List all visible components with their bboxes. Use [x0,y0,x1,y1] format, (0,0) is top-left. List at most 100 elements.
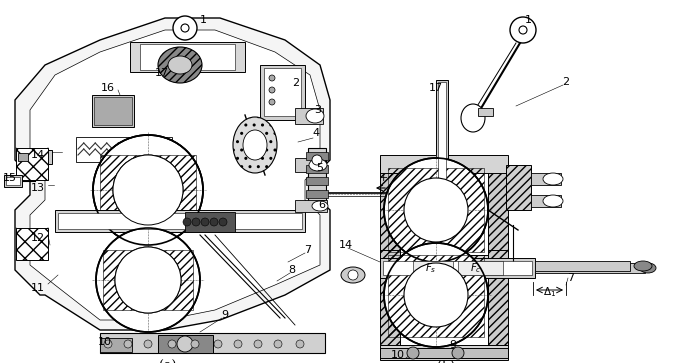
Text: 16: 16 [101,83,115,93]
Circle shape [269,99,275,105]
Circle shape [510,17,536,43]
Bar [260,65,305,120]
Ellipse shape [312,201,328,211]
Bar [140,44,235,70]
Text: 2: 2 [562,77,569,87]
Ellipse shape [461,104,485,132]
Bar [100,155,196,225]
Bar [264,68,301,116]
Circle shape [96,228,200,332]
Bar [295,108,323,124]
Text: 1: 1 [199,15,206,25]
Text: (b): (b) [437,360,455,363]
Ellipse shape [341,267,365,283]
Circle shape [113,155,183,225]
Bar [436,80,448,215]
Circle shape [404,263,468,327]
Bar [16,148,48,180]
Bar [488,250,508,345]
Circle shape [113,155,183,225]
Ellipse shape [640,263,656,273]
Text: 12: 12 [31,233,45,243]
Bar [506,165,531,210]
Circle shape [181,24,189,32]
Text: 7: 7 [304,245,312,255]
Bar [380,348,508,358]
Bar [380,155,508,173]
Circle shape [183,218,191,226]
Ellipse shape [543,195,563,207]
Circle shape [201,218,209,226]
Bar [380,165,400,255]
Bar [100,333,325,353]
Text: 10: 10 [391,350,405,360]
Bar [103,250,193,310]
Ellipse shape [309,159,327,171]
Text: 3: 3 [314,105,321,115]
Text: 17: 17 [429,83,443,93]
Circle shape [144,340,152,348]
Bar [488,165,508,255]
Bar [308,148,326,203]
Text: 8: 8 [288,265,295,275]
Text: 6: 6 [319,200,325,210]
Bar [185,212,235,232]
Circle shape [452,347,464,359]
Text: +: + [378,173,388,183]
Text: 10: 10 [98,337,112,347]
Ellipse shape [634,261,652,271]
Ellipse shape [543,173,563,185]
Circle shape [312,155,322,165]
Bar [55,210,305,232]
Bar [413,261,453,275]
Text: 15: 15 [3,173,17,183]
Bar [531,195,561,207]
Bar [92,95,134,127]
Circle shape [269,75,275,81]
Circle shape [219,218,227,226]
Ellipse shape [306,109,324,123]
Polygon shape [15,18,330,330]
Circle shape [115,247,181,313]
Ellipse shape [233,117,277,173]
Text: $F_s$: $F_s$ [425,261,437,275]
Bar [58,213,302,229]
Bar [6,177,20,185]
Circle shape [173,16,197,40]
Bar [158,335,213,353]
Circle shape [214,340,222,348]
Bar [306,177,328,185]
Text: 14: 14 [31,150,45,160]
Bar [4,175,22,187]
Circle shape [269,87,275,93]
Bar [388,255,484,337]
Circle shape [192,218,200,226]
Text: (a): (a) [160,360,177,363]
Bar [22,150,52,164]
Circle shape [191,340,199,348]
Circle shape [93,135,203,245]
Bar [130,42,245,72]
Circle shape [407,347,419,359]
Bar [535,263,645,273]
Bar [383,261,532,275]
Text: 14: 14 [339,240,353,250]
Circle shape [104,340,112,348]
Circle shape [177,336,193,352]
Circle shape [348,270,358,280]
Text: 9: 9 [221,310,229,320]
Text: 7: 7 [567,273,575,283]
Circle shape [210,218,218,226]
Circle shape [404,178,468,242]
Bar [380,258,535,278]
Polygon shape [30,30,320,320]
Bar [18,153,28,161]
Circle shape [519,26,527,34]
Bar [535,261,630,271]
Text: 2: 2 [292,78,299,88]
Circle shape [296,340,304,348]
Text: 17: 17 [155,68,169,78]
Circle shape [124,340,132,348]
Bar [438,82,446,213]
Circle shape [234,340,242,348]
